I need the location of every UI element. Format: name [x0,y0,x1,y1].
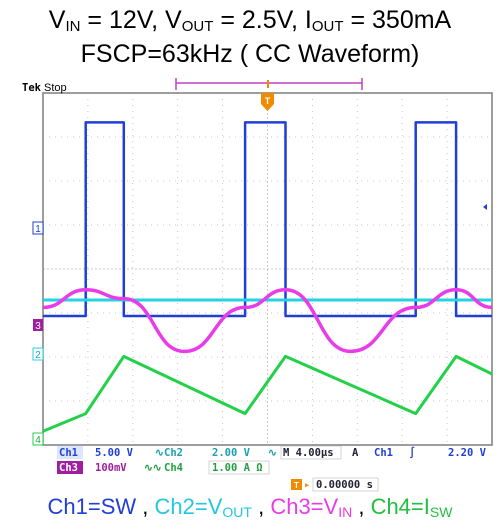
run-status-label: Stop [44,82,67,94]
svg-text:2.00 V: 2.00 V [212,447,251,459]
ch1-trace [43,121,492,318]
svg-text:4: 4 [35,435,41,446]
scope-grid [43,93,492,445]
svg-text:1.00 A Ω: 1.00 A Ω [212,462,263,474]
ch2-ground-marker: 2 [32,347,44,361]
trigger-offset-readout: T ▸ 0.00000 s [291,477,379,492]
legend-ch2: Ch2=VOUT [154,494,252,520]
timebase-readout: ∿ M 4.00µs A Ch1 ∫ 2.20 V [268,445,487,460]
svg-text:Ch1: Ch1 [374,447,393,459]
chart-title-line1: VIN = 12V, VOUT = 2.5V, IOUT = 350mA [48,6,452,35]
svg-text:5.00 V: 5.00 V [95,447,134,459]
svg-text:A: A [352,447,359,459]
svg-text:∿: ∿ [155,447,164,459]
svg-text:0.00000 s: 0.00000 s [316,479,373,491]
svg-text:3: 3 [35,321,41,332]
ch4-readout: ∿∿ Ch4 1.00 A Ω [144,460,270,475]
channel-legend: Ch1=SW , Ch2=VOUT , Ch3=VIN , Ch4=ISW [47,494,453,520]
brand-label: Tek [22,82,42,94]
ch1-readout: Ch1 5.00 V [57,446,134,459]
svg-text:2.20 V: 2.20 V [448,447,487,459]
legend-ch3: Ch3=VIN [270,494,353,520]
ch2-readout: ∿ Ch2 2.00 V [155,447,251,459]
svg-text:1: 1 [35,224,41,235]
svg-text:∫: ∫ [409,446,415,459]
svg-text:2: 2 [35,350,41,361]
ch3-ground-marker: 3 [33,319,43,332]
svg-text:Ch1: Ch1 [59,447,78,459]
svg-text:∿∿: ∿∿ [144,462,162,474]
svg-text:Ch2: Ch2 [164,447,183,459]
scope-traces [42,121,493,433]
svg-text:100mV: 100mV [95,462,127,474]
ch1-ground-marker: 1 [32,221,44,235]
svg-text:T: T [265,96,271,106]
ch4-trace [42,354,493,433]
ch3-readout: Ch3 100mV [57,461,127,474]
trigger-level-icon [483,204,487,210]
svg-text:Ch3: Ch3 [59,462,78,474]
ch3-trace [42,288,493,354]
chart-title-line2: FSCP=63kHz ( CC Waveform) [80,40,420,68]
svg-text:M 4.00µs: M 4.00µs [283,447,334,459]
trigger-position-icon: T [261,93,274,111]
svg-text:Ch4: Ch4 [164,462,183,474]
legend-ch4: Ch4=ISW [370,494,453,520]
record-bracket [175,78,363,90]
svg-text:▸: ▸ [304,479,310,491]
svg-text:T: T [294,481,299,490]
legend-ch1: Ch1=SW [47,494,137,519]
ch4-ground-marker: 4 [32,432,44,446]
svg-text:∿: ∿ [268,447,277,459]
